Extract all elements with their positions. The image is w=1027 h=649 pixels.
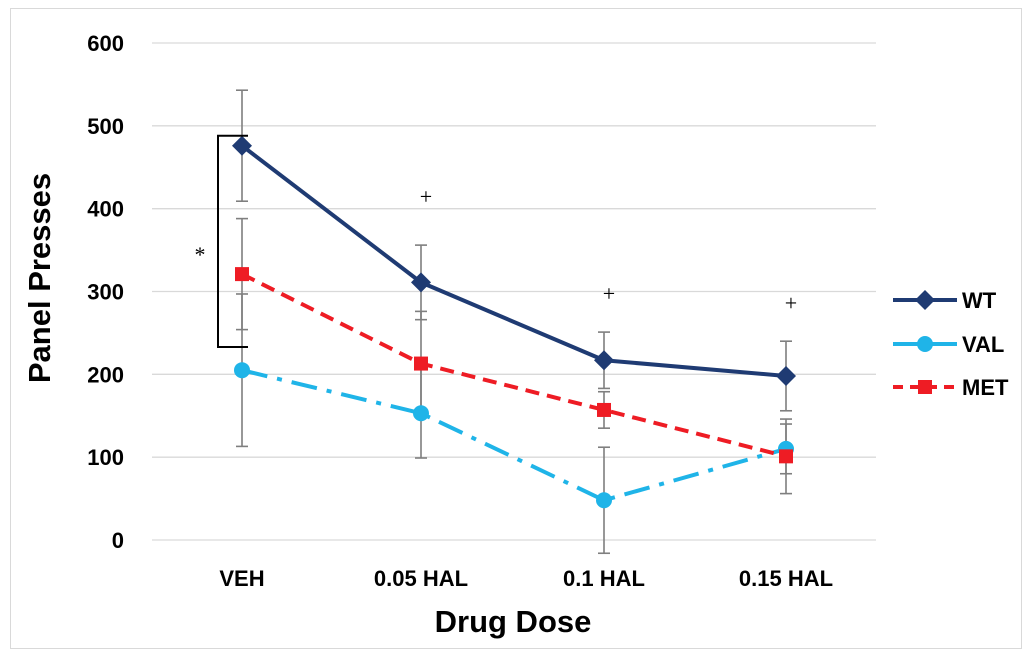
significance-bracket [217, 134, 248, 348]
x-tick-label: 0.1 HAL [563, 566, 645, 591]
data-point-wt [594, 350, 614, 371]
y-tick-label: 600 [87, 31, 124, 56]
y-axis-ticks: 0 100 200 300 400 500 600 [87, 31, 124, 553]
series-markers [232, 135, 796, 509]
legend-label: WT [962, 288, 997, 313]
legend-label: MET [962, 375, 1009, 400]
x-tick-label: VEH [219, 566, 264, 591]
y-tick-label: 100 [87, 445, 124, 470]
data-point-wt [411, 272, 431, 293]
legend-item-met: MET [893, 375, 1009, 400]
data-point-met [235, 267, 249, 282]
data-point-val [413, 405, 429, 422]
data-point-val [596, 492, 612, 509]
legend-swatch-marker [917, 336, 933, 352]
series-lines [240, 144, 787, 503]
data-point-val [234, 362, 250, 379]
x-tick-label: 0.15 HAL [739, 566, 833, 591]
data-point-met [779, 449, 793, 464]
data-point-wt [776, 365, 796, 386]
gridlines [152, 42, 876, 541]
y-axis-title: Panel Presses [22, 173, 57, 383]
legend-item-wt: WT [893, 288, 997, 313]
significance-plus: + [603, 281, 615, 306]
data-point-wt [232, 135, 252, 156]
x-axis-ticks: VEH 0.05 HAL 0.1 HAL 0.15 HAL [219, 566, 833, 591]
significance-asterisk: * [195, 242, 206, 267]
series-line-val [241, 368, 787, 503]
annotations: * + + + [195, 134, 797, 348]
significance-plus: + [785, 290, 797, 315]
legend-item-val: VAL [893, 332, 1004, 357]
legend: WT VAL MET [893, 288, 1009, 400]
x-axis-title: Drug Dose [435, 604, 592, 639]
y-tick-label: 400 [87, 197, 124, 222]
chart-frame [10, 8, 1022, 649]
y-tick-label: 0 [112, 528, 124, 553]
y-tick-label: 500 [87, 114, 124, 139]
legend-label: VAL [962, 332, 1004, 357]
data-point-met [414, 356, 428, 371]
significance-plus: + [420, 184, 432, 209]
series-line-met [241, 272, 787, 459]
y-tick-label: 200 [87, 362, 124, 387]
y-tick-label: 300 [87, 280, 124, 305]
legend-swatch-marker [915, 290, 935, 310]
x-tick-label: 0.05 HAL [374, 566, 468, 591]
series-line-wt [240, 144, 787, 378]
data-point-met [597, 402, 611, 417]
legend-swatch-marker [918, 380, 932, 394]
